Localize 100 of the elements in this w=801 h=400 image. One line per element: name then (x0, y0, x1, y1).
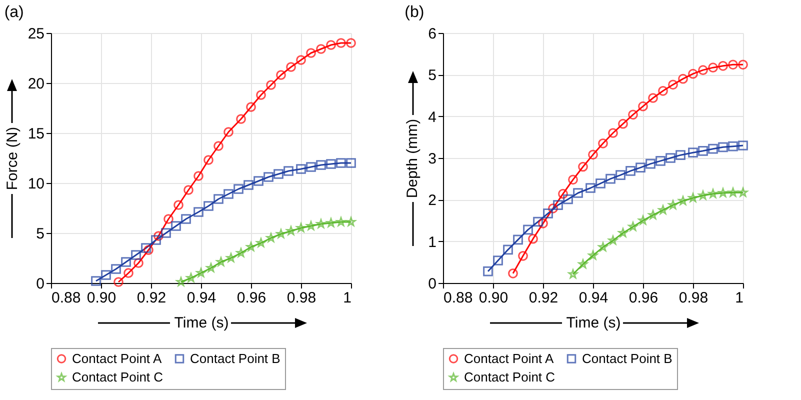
y-tick-label: 25 (28, 26, 44, 42)
point (638, 216, 648, 225)
point (276, 229, 286, 238)
point (638, 101, 648, 112)
point (718, 188, 728, 198)
point (316, 44, 326, 54)
point (256, 90, 266, 100)
point (284, 166, 294, 176)
point (154, 231, 164, 241)
point (618, 118, 628, 129)
point (578, 162, 588, 172)
point (503, 244, 513, 255)
point (606, 174, 616, 184)
point (528, 234, 538, 244)
point (194, 171, 204, 181)
point (573, 188, 583, 198)
x-tick-label: 0.96 (628, 290, 658, 306)
point (296, 223, 306, 232)
point (708, 144, 718, 154)
point (266, 233, 276, 242)
x-tick-label: 0.92 (528, 290, 558, 306)
point (628, 222, 638, 231)
point (518, 250, 528, 261)
point (206, 263, 216, 272)
point (533, 216, 543, 227)
chart-title: (a) (4, 4, 24, 21)
y-axis-title: Depth (mm) (404, 118, 422, 198)
point (616, 170, 626, 180)
point (336, 217, 346, 226)
point (236, 114, 246, 124)
y-tick-label: 3 (428, 150, 436, 168)
y-tick-label: 6 (428, 26, 436, 42)
point (236, 248, 246, 258)
point (668, 80, 678, 90)
point (568, 174, 578, 185)
point (151, 235, 161, 245)
point (738, 188, 748, 197)
x-tick-label: 0.94 (186, 290, 216, 306)
y-tick-label: 0 (428, 276, 436, 292)
point (718, 142, 728, 152)
point (738, 60, 748, 70)
point (608, 128, 618, 138)
point (181, 214, 191, 224)
point (224, 127, 234, 137)
point (676, 150, 686, 160)
legend-label: Contact Point B (582, 350, 672, 366)
point (336, 38, 346, 48)
point (668, 200, 678, 210)
point (246, 102, 256, 112)
point (523, 224, 533, 235)
point (224, 189, 234, 199)
point (316, 219, 326, 228)
point (216, 257, 226, 266)
point (588, 150, 598, 160)
point (274, 169, 284, 179)
legend-label: Contact Point A (464, 350, 554, 366)
legend-label: Contact Point B (190, 350, 280, 366)
point (114, 277, 124, 287)
point (588, 250, 598, 260)
point (698, 65, 708, 76)
point (246, 242, 256, 252)
point (124, 268, 134, 278)
point (326, 159, 336, 169)
point (648, 93, 658, 103)
y-tick-label: 5 (428, 67, 436, 84)
point (276, 70, 286, 80)
point (698, 146, 708, 156)
point (513, 234, 523, 245)
point (658, 205, 668, 214)
point (184, 185, 194, 195)
point (121, 257, 131, 267)
point (728, 141, 738, 152)
point (543, 208, 553, 218)
point (204, 201, 214, 211)
point (658, 86, 668, 96)
y-tick-label: 4 (428, 108, 436, 126)
point (174, 200, 184, 210)
point (708, 62, 718, 73)
point (708, 188, 718, 198)
point (598, 242, 608, 252)
x-tick-label: 0.98 (678, 290, 708, 306)
y-tick-label: 15 (28, 126, 44, 142)
y-tick-label: 10 (28, 176, 44, 192)
chart-title: (b) (404, 4, 424, 21)
x-tick-label: 0.90 (86, 290, 116, 306)
point (483, 266, 493, 276)
point (144, 245, 154, 255)
point (558, 188, 568, 199)
point (326, 218, 336, 228)
point (196, 268, 206, 278)
point (244, 180, 254, 190)
point (728, 60, 738, 70)
legend-label: Contact Point C (72, 370, 164, 384)
y-tick-label: 2 (428, 192, 436, 210)
x-tick-label: 0.88 (444, 290, 473, 306)
point (678, 196, 688, 206)
point (176, 277, 186, 286)
point (618, 228, 628, 238)
point (266, 80, 276, 90)
x-axis-title: Time (s) (566, 314, 621, 332)
